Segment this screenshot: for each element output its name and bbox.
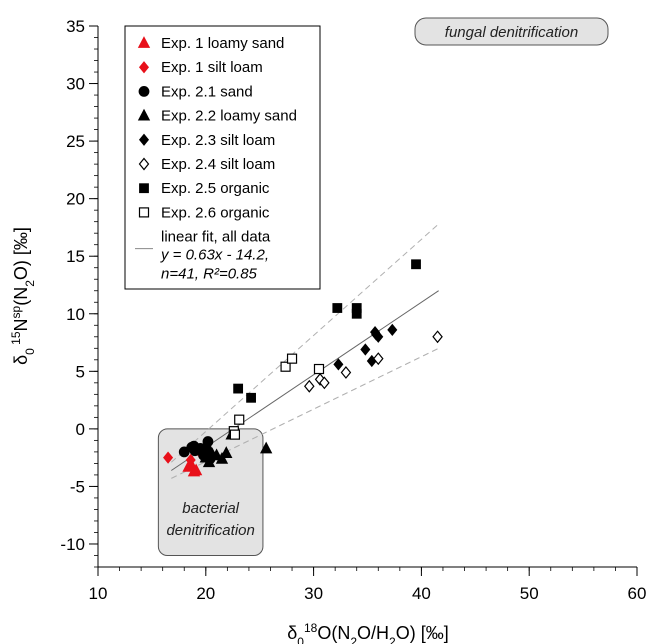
y-tick-label: 0	[76, 420, 85, 439]
y-tick-label: 20	[66, 190, 85, 209]
x-tick-label: 50	[520, 584, 539, 603]
legend-marker	[138, 133, 150, 146]
data-point	[286, 353, 298, 364]
axis-title-part: sp	[9, 305, 23, 318]
data-point	[220, 446, 233, 458]
data-point	[185, 458, 198, 471]
legend-marker	[138, 157, 150, 171]
legend-entry-label: Exp. 1 silt loam	[161, 59, 263, 76]
bacterial-region-label: denitrification	[166, 522, 254, 539]
axis-title-part: 0	[297, 635, 304, 644]
data-point	[319, 376, 330, 390]
data-point	[304, 379, 315, 393]
legend-entry-label: Exp. 2.2 loamy sand	[161, 108, 297, 125]
x-tick-label: 10	[89, 584, 108, 603]
axis-title-part: N	[11, 318, 31, 331]
legend-marker	[139, 183, 149, 194]
data-point	[333, 358, 344, 371]
legend-marker	[137, 108, 151, 121]
data-point	[260, 441, 273, 454]
axis-title-part: 2	[389, 635, 396, 644]
legend-box	[124, 25, 321, 290]
data-point	[360, 343, 371, 356]
x-tick-label: 40	[412, 584, 431, 603]
axis-title-part: δ	[287, 623, 297, 643]
y-tick-label: 5	[76, 362, 85, 381]
data-point	[387, 323, 398, 337]
axis-title-part: δ	[11, 355, 31, 365]
legend-entry-label: Exp. 2.5 organic	[161, 180, 270, 197]
axis-title-part: O) [‰]	[11, 227, 31, 280]
data-point	[233, 383, 244, 394]
legend-marker	[138, 86, 150, 97]
y-tick-label: 35	[66, 17, 85, 36]
legend-marker	[137, 36, 151, 48]
data-point	[313, 363, 325, 375]
y-axis-title: δ0 15Nsp(N2O) [‰]	[9, 227, 37, 365]
axis-title-part: O/H	[357, 623, 389, 643]
y-tick-label: -5	[70, 477, 85, 496]
legend-fit-label: linear fit, all data	[161, 229, 271, 246]
legend-fit-stats: n=41, R²=0.85	[161, 266, 258, 283]
y-tick-label: 15	[66, 247, 85, 266]
bacterial-region-label: bacterial	[182, 500, 239, 517]
legend-marker	[138, 207, 150, 218]
data-point	[185, 453, 196, 467]
axis-title-part: O) [‰]	[396, 623, 449, 643]
legend-entry-label: Exp. 1 loamy sand	[161, 35, 284, 52]
data-point	[411, 259, 421, 270]
x-axis-title: δ018O(N2O/H2O) [‰]	[287, 621, 448, 644]
axis-title-part: 18	[304, 621, 318, 635]
axis-title-part: O(N	[317, 623, 350, 643]
y-tick-label: 25	[66, 132, 85, 151]
legend-entry-label: Exp. 2.3 silt loam	[161, 132, 275, 149]
data-point	[340, 366, 352, 379]
data-point	[199, 450, 212, 463]
x-tick-label: 20	[196, 584, 215, 603]
axis-title-part: 0	[23, 348, 37, 355]
legend-entry-label: Exp. 2.4 silt loam	[161, 156, 275, 173]
y-tick-label: 10	[66, 305, 85, 324]
legend-fit-equation: y = 0.63x - 14.2,	[160, 247, 269, 264]
data-point	[188, 440, 200, 452]
axis-title-part: (N	[11, 287, 31, 306]
data-point	[163, 451, 174, 464]
data-point	[432, 330, 443, 344]
y-tick-label: -10	[60, 535, 85, 554]
fungal-region-label: fungal denitrification	[445, 24, 578, 41]
data-point	[229, 429, 241, 440]
y-tick-label: 30	[66, 75, 85, 94]
legend-entry-label: Exp. 2.1 sand	[161, 83, 253, 100]
data-point	[280, 361, 291, 372]
data-point	[370, 326, 381, 339]
legend-entry-label: Exp. 2.6 organic	[161, 204, 270, 221]
axis-title-part: 2	[350, 635, 357, 644]
bacterial-region-box	[157, 428, 264, 556]
linear-fit-line	[171, 290, 439, 471]
data-point	[351, 308, 362, 319]
data-point	[210, 448, 223, 461]
fungal-region-box	[414, 17, 609, 46]
axis-title-part: 2	[23, 280, 37, 287]
x-tick-label: 60	[628, 584, 647, 603]
axis-title-part: 15	[9, 331, 23, 348]
data-point	[246, 392, 256, 403]
legend-marker	[138, 61, 150, 74]
data-point	[234, 414, 245, 425]
data-point	[332, 303, 343, 313]
x-tick-label: 30	[304, 584, 323, 603]
data-point	[373, 352, 384, 366]
